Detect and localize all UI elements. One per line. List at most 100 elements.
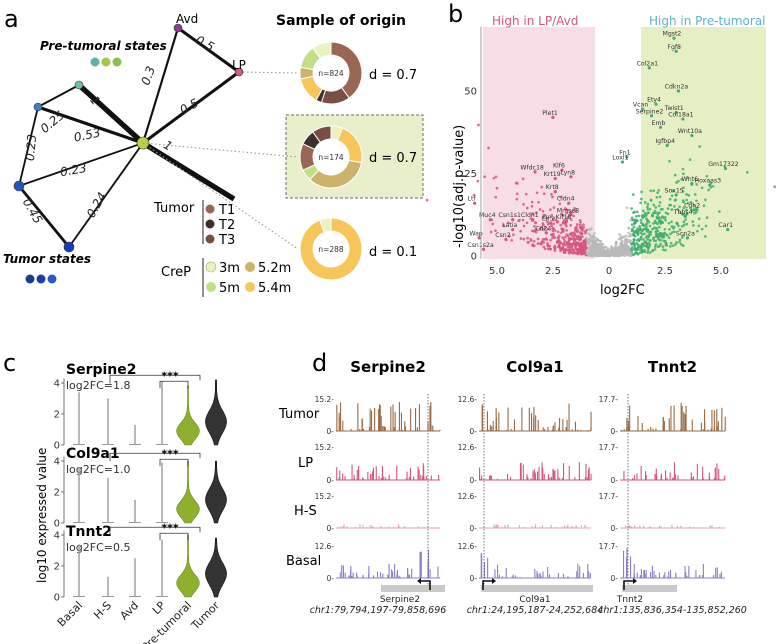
volcano-point	[637, 214, 641, 218]
volcano-point	[546, 244, 550, 248]
volcano-point	[565, 229, 568, 232]
volcano-point	[578, 248, 582, 252]
volcano-labeled-point-15	[690, 181, 694, 185]
track-bar	[499, 577, 501, 578]
track-ymax-2-1: 17.7-	[599, 443, 619, 452]
track-bar	[487, 527, 489, 528]
volcano-point	[631, 227, 634, 231]
track-zero-2-0: 0-	[611, 427, 619, 436]
volcano-point	[653, 219, 657, 223]
track-bar	[362, 429, 364, 431]
track-bar	[531, 413, 533, 431]
track-bar	[689, 526, 691, 528]
volcano-point	[510, 238, 514, 242]
panel-c-letter: c	[3, 349, 16, 377]
volcano-point	[657, 188, 661, 192]
volcano-labeled-point-6	[674, 110, 678, 115]
volcano-point	[518, 218, 521, 222]
violin-log2fc-0: log2FC=1.8	[66, 379, 131, 392]
track-bar	[489, 475, 491, 480]
volcano-point	[572, 214, 575, 218]
volcano-point	[668, 197, 672, 201]
panel-c: c log10 expressed value Serpine2log2FC=1…	[3, 349, 227, 644]
track-bar	[533, 406, 535, 431]
track-bar	[501, 576, 503, 578]
track-bar	[623, 429, 625, 431]
volcano-gene-label-40: Cd24	[535, 225, 551, 232]
volcano-point	[662, 239, 665, 243]
track-bar	[515, 577, 517, 578]
volcano-point	[630, 247, 633, 251]
volcano-point	[654, 206, 658, 209]
track-bar	[369, 474, 371, 480]
volcano-labeled-point-30	[473, 201, 477, 205]
volcano-point	[538, 227, 542, 231]
volcano-point	[648, 243, 652, 246]
volcano-point	[653, 248, 657, 251]
volcano-point	[672, 225, 676, 229]
volcano-point	[668, 228, 671, 231]
volcano-point	[686, 201, 690, 205]
volcano-gene-label-1: Fgf8	[667, 44, 681, 51]
volcano-point	[616, 246, 620, 250]
volcano-point	[550, 192, 553, 196]
volcano-point	[546, 242, 549, 245]
volcano-gene-label-20: Car1	[718, 222, 733, 229]
volcano-point	[592, 234, 595, 237]
track-bar	[713, 478, 715, 480]
volcano-point	[631, 233, 635, 236]
volcano-point	[700, 186, 704, 190]
pre-tumoral-title: High in Pre-tumoral	[649, 14, 766, 28]
track-bar	[563, 526, 565, 528]
track-bar	[530, 478, 532, 480]
volcano-point	[476, 179, 480, 183]
volcano-point	[598, 253, 602, 257]
violin-ytick-1-1: 2	[54, 488, 60, 499]
volcano-gene-label-13: Loxl1	[612, 154, 628, 161]
track-row-label-basal: Basal	[286, 554, 321, 569]
track-bar	[398, 575, 400, 578]
volcano-point	[582, 226, 586, 229]
volcano-point	[559, 248, 563, 251]
track-bar	[398, 524, 400, 528]
track-bar	[635, 527, 637, 528]
track-bar	[558, 427, 560, 431]
track-bar	[655, 575, 657, 578]
gene-model-label-2: Tnnt2	[616, 595, 643, 605]
volcano-point	[568, 211, 572, 214]
track-bar	[643, 525, 645, 528]
track-bar	[542, 571, 544, 578]
volcano-point	[698, 145, 702, 148]
track-bar	[561, 527, 563, 528]
track-bar	[417, 526, 419, 528]
volcano-point	[567, 249, 571, 252]
volcano-point	[552, 218, 555, 222]
track-bar	[350, 429, 352, 431]
volcano-point	[521, 218, 525, 222]
volcano-labeled-point-31	[488, 218, 492, 222]
track-bar	[481, 527, 483, 528]
volcano-point	[541, 216, 545, 219]
track-bar	[631, 527, 633, 528]
donut-connector-0	[238, 71, 299, 74]
volcano-gene-label-4: Ety4	[647, 97, 661, 104]
volcano-point	[546, 227, 550, 231]
volcano-gene-label-26: Lyn8	[561, 169, 575, 176]
volcano-point	[682, 206, 686, 210]
track-bar	[430, 402, 432, 431]
volcano-point	[637, 239, 641, 243]
track-bar	[531, 430, 533, 431]
volcano-point	[575, 223, 579, 226]
track-bar	[380, 416, 382, 431]
volcano-gene-label-12: Fn1	[619, 150, 630, 157]
track-bar	[580, 525, 582, 528]
volcano-point	[560, 227, 564, 231]
track-bar	[404, 421, 406, 431]
track-bar	[380, 572, 382, 578]
track-bar	[663, 420, 665, 431]
track-bar	[362, 524, 364, 528]
track-bar	[677, 526, 679, 528]
volcano-point	[553, 244, 557, 248]
